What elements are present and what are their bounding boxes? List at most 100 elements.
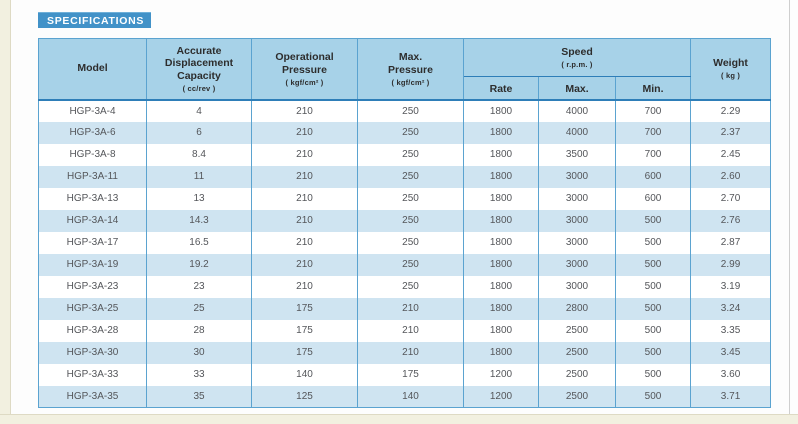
cell-capacity: 30 — [146, 341, 252, 364]
cell-weight: 2.60 — [690, 165, 772, 188]
cell-capacity: 6 — [146, 121, 252, 144]
table-row: HGP-3A-17 16.5 210 250 1800 3000 500 2.8… — [38, 231, 772, 254]
table-row: HGP-3A-25 25 175 210 1800 2800 500 3.24 — [38, 297, 772, 320]
cell-speed-max: 3000 — [538, 165, 616, 188]
cell-speed-min: 700 — [614, 121, 692, 144]
cell-capacity: 33 — [146, 363, 252, 386]
cell-speed-max: 3000 — [538, 253, 616, 276]
header-speed-label: Speed — [561, 46, 593, 59]
cell-speed-min: 500 — [614, 341, 692, 364]
cell-speed-rate: 1800 — [463, 121, 539, 144]
cell-max-pressure: 250 — [357, 121, 464, 144]
table-header: Model Accurate Displacement Capacity ( c… — [38, 38, 772, 101]
cell-model: HGP-3A-35 — [38, 385, 147, 408]
specifications-banner: SPECIFICATIONS — [38, 12, 151, 28]
header-capacity-label: Accurate Displacement Capacity — [164, 44, 234, 83]
table-row: HGP-3A-19 19.2 210 250 1800 3000 500 2.9… — [38, 253, 772, 276]
cell-max-pressure: 250 — [357, 187, 464, 210]
header-model-label: Model — [77, 62, 108, 75]
cell-speed-min: 600 — [614, 187, 692, 210]
cell-weight: 2.29 — [690, 99, 772, 122]
cell-weight: 3.60 — [690, 363, 772, 386]
cell-weight: 3.45 — [690, 341, 772, 364]
table-row: HGP-3A-33 33 140 175 1200 2500 500 3.60 — [38, 363, 772, 386]
cell-speed-max: 2500 — [538, 341, 616, 364]
cell-speed-min: 500 — [614, 363, 692, 386]
cell-weight: 3.35 — [690, 319, 772, 342]
cell-speed-max: 4000 — [538, 99, 616, 122]
header-model: Model — [38, 38, 147, 101]
cell-model: HGP-3A-6 — [38, 121, 147, 144]
cell-speed-max: 3000 — [538, 275, 616, 298]
cell-capacity: 23 — [146, 275, 252, 298]
cell-operational-pressure: 210 — [251, 143, 358, 166]
table-row: HGP-3A-13 13 210 250 1800 3000 600 2.70 — [38, 187, 772, 210]
cell-speed-rate: 1200 — [463, 385, 539, 408]
page-bottom-edge — [0, 414, 798, 424]
cell-speed-max: 4000 — [538, 121, 616, 144]
cell-speed-max: 2500 — [538, 319, 616, 342]
header-max-pressure-unit: ( kgf/cm² ) — [391, 77, 430, 87]
header-weight: Weight ( kg ) — [690, 38, 772, 101]
cell-speed-max: 3000 — [538, 231, 616, 254]
cell-speed-min: 500 — [614, 275, 692, 298]
cell-speed-rate: 1800 — [463, 275, 539, 298]
cell-speed-rate: 1800 — [463, 99, 539, 122]
table-row: HGP-3A-4 4 210 250 1800 4000 700 2.29 — [38, 99, 772, 122]
banner-title: SPECIFICATIONS — [47, 15, 145, 27]
header-speed-max-label: Max. — [565, 82, 589, 95]
table-row: HGP-3A-6 6 210 250 1800 4000 700 2.37 — [38, 121, 772, 144]
cell-max-pressure: 140 — [357, 385, 464, 408]
cell-model: HGP-3A-23 — [38, 275, 147, 298]
table-row: HGP-3A-30 30 175 210 1800 2500 500 3.45 — [38, 341, 772, 364]
cell-weight: 2.45 — [690, 143, 772, 166]
cell-speed-rate: 1800 — [463, 143, 539, 166]
cell-capacity: 19.2 — [146, 253, 252, 276]
cell-max-pressure: 250 — [357, 253, 464, 276]
header-operational-pressure-label: Operational Pressure — [275, 50, 334, 76]
cell-model: HGP-3A-30 — [38, 341, 147, 364]
cell-capacity: 14.3 — [146, 209, 252, 232]
cell-max-pressure: 250 — [357, 99, 464, 122]
cell-model: HGP-3A-28 — [38, 319, 147, 342]
cell-speed-min: 500 — [614, 385, 692, 408]
cell-model: HGP-3A-13 — [38, 187, 147, 210]
cell-model: HGP-3A-33 — [38, 363, 147, 386]
page-left-edge — [0, 0, 11, 424]
table-row: HGP-3A-28 28 175 210 1800 2500 500 3.35 — [38, 319, 772, 342]
cell-speed-max: 2500 — [538, 363, 616, 386]
cell-weight: 3.24 — [690, 297, 772, 320]
table-row: HGP-3A-14 14.3 210 250 1800 3000 500 2.7… — [38, 209, 772, 232]
cell-operational-pressure: 175 — [251, 297, 358, 320]
header-capacity: Accurate Displacement Capacity ( cc/rev … — [146, 38, 252, 101]
table-body: HGP-3A-4 4 210 250 1800 4000 700 2.29 HG… — [38, 99, 772, 408]
cell-operational-pressure: 210 — [251, 209, 358, 232]
cell-operational-pressure: 210 — [251, 99, 358, 122]
cell-capacity: 16.5 — [146, 231, 252, 254]
cell-operational-pressure: 210 — [251, 275, 358, 298]
header-operational-pressure-unit: ( kgf/cm² ) — [285, 77, 324, 87]
cell-operational-pressure: 140 — [251, 363, 358, 386]
cell-speed-min: 500 — [614, 209, 692, 232]
cell-model: HGP-3A-14 — [38, 209, 147, 232]
header-weight-label: Weight — [713, 57, 748, 70]
header-speed-unit: ( r.p.m. ) — [561, 59, 593, 69]
cell-speed-min: 500 — [614, 231, 692, 254]
cell-speed-max: 3000 — [538, 187, 616, 210]
header-max-pressure-label: Max. Pressure — [388, 50, 433, 76]
cell-operational-pressure: 210 — [251, 165, 358, 188]
cell-weight: 3.71 — [690, 385, 772, 408]
cell-weight: 2.99 — [690, 253, 772, 276]
cell-speed-rate: 1800 — [463, 187, 539, 210]
cell-speed-rate: 1800 — [463, 209, 539, 232]
cell-model: HGP-3A-4 — [38, 99, 147, 122]
cell-capacity: 35 — [146, 385, 252, 408]
cell-model: HGP-3A-17 — [38, 231, 147, 254]
header-speed-min-label: Min. — [642, 82, 664, 95]
table-row: HGP-3A-11 11 210 250 1800 3000 600 2.60 — [38, 165, 772, 188]
table-row: HGP-3A-8 8.4 210 250 1800 3500 700 2.45 — [38, 143, 772, 166]
cell-max-pressure: 175 — [357, 363, 464, 386]
cell-operational-pressure: 210 — [251, 253, 358, 276]
cell-operational-pressure: 175 — [251, 319, 358, 342]
